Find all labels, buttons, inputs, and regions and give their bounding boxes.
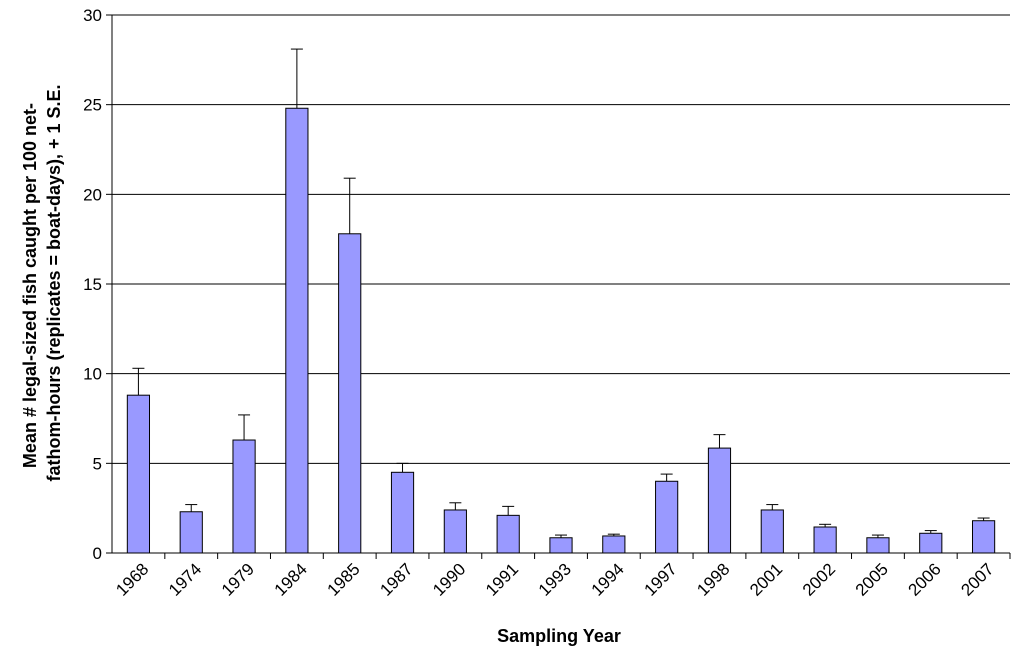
y-tick-label: 25 (83, 96, 102, 115)
x-tick-label: 1993 (535, 560, 575, 600)
x-axis-title: Sampling Year (497, 626, 621, 646)
bar (126, 394, 151, 554)
bar (760, 509, 784, 554)
bar (655, 480, 679, 554)
x-tick-label: 2002 (799, 560, 839, 600)
bar (496, 514, 520, 554)
y-axis-title-line-1: Mean # legal-sized fish caught per 100 n… (20, 103, 40, 468)
bar (179, 511, 203, 554)
y-axis-title: Mean # legal-sized fish caught per 100 n… (20, 84, 64, 481)
x-tick-label: 1994 (588, 560, 628, 600)
x-tick-label: 1991 (482, 560, 522, 600)
bar (443, 509, 467, 554)
x-tick-label: 1968 (112, 560, 152, 600)
y-tick-label: 10 (83, 365, 102, 384)
x-tick-labels: 1968 1974 1979 1984 1985 1987 1990 1991 1993 1994… (112, 560, 997, 600)
y-tick-labels: 0 5 10 15 20 25 30 (83, 6, 102, 563)
x-tick-label: 2006 (905, 560, 945, 600)
bar (285, 107, 309, 554)
x-tick-label: 1979 (218, 560, 258, 600)
y-tick-label: 20 (83, 185, 102, 204)
bar (919, 532, 943, 554)
x-tick-label: 1998 (693, 560, 733, 600)
bar (390, 471, 415, 554)
bar (549, 537, 573, 554)
bar (866, 537, 890, 554)
bar (971, 520, 996, 554)
x-tick-label: 1990 (429, 560, 469, 600)
x-tick-label: 1984 (271, 560, 311, 600)
y-tick-label: 5 (93, 454, 102, 473)
bar (602, 535, 626, 554)
x-tick-label: 1974 (165, 560, 205, 600)
x-tick-label: 2001 (746, 560, 786, 600)
axes (106, 14, 1011, 559)
x-tick-label: 1997 (640, 560, 680, 600)
x-tick-label: 2007 (957, 560, 997, 600)
x-tick-label: 1985 (324, 560, 364, 600)
x-tick-label: 1987 (376, 560, 416, 600)
y-tick-label: 0 (93, 544, 102, 563)
x-tick-label: 2005 (852, 560, 892, 600)
bar (338, 233, 362, 554)
y-tick-label: 15 (83, 275, 102, 294)
bar (707, 447, 732, 554)
bar (232, 439, 256, 554)
y-axis-title-line-2: fathom-hours (replicates = boat-days), +… (44, 84, 64, 481)
bars (126, 107, 996, 554)
bar (813, 526, 837, 554)
y-tick-label: 30 (83, 6, 102, 25)
error-bars (132, 48, 990, 538)
gridlines (112, 14, 1010, 464)
